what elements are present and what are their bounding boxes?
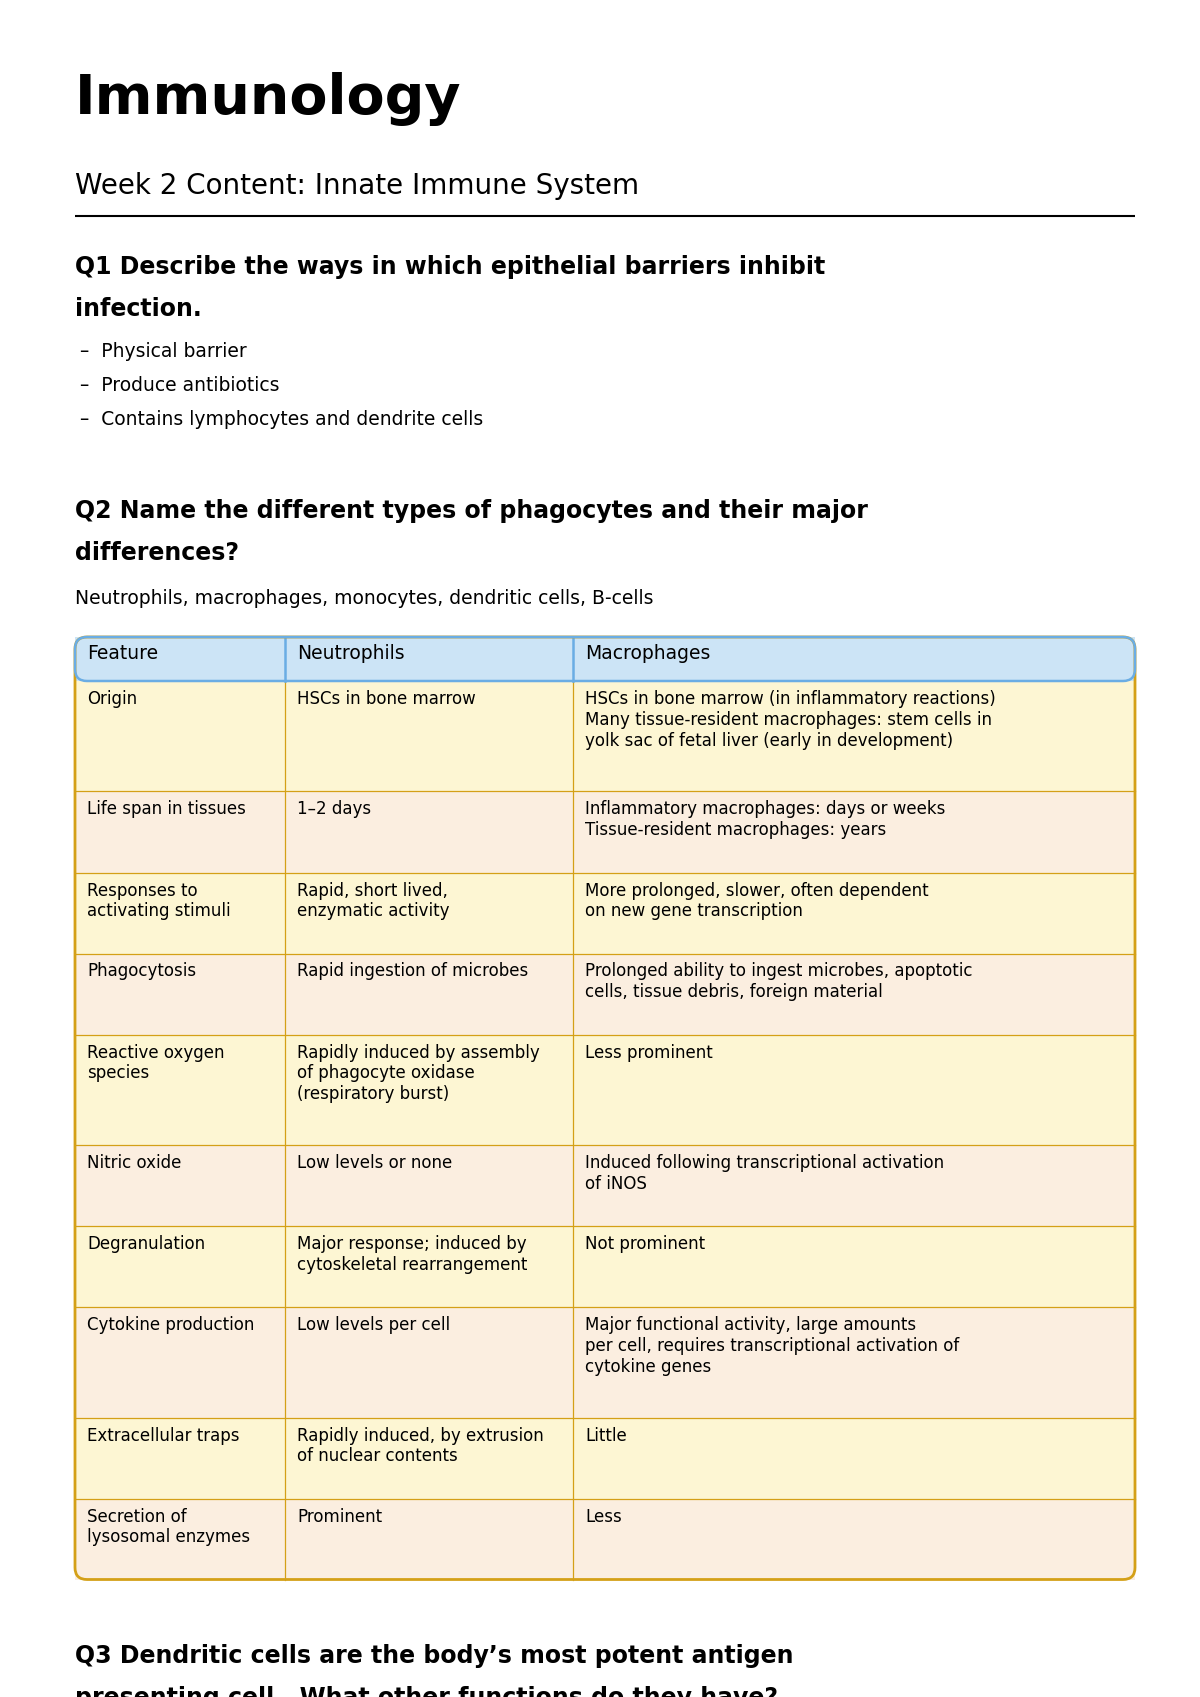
Bar <box>74 680 1135 791</box>
Bar <box>74 1498 1135 1580</box>
Text: Macrophages: Macrophages <box>586 643 710 664</box>
Text: –  Contains lymphocytes and dendrite cells: – Contains lymphocytes and dendrite cell… <box>80 411 484 429</box>
Text: More prolonged, slower, often dependent
on new gene transcription: More prolonged, slower, often dependent … <box>586 881 929 920</box>
Text: presenting cell.  What other functions do they have?: presenting cell. What other functions do… <box>74 1687 778 1697</box>
Bar <box>74 636 1135 680</box>
Text: Low levels per cell: Low levels per cell <box>296 1315 450 1334</box>
Text: Life span in tissues: Life span in tissues <box>88 801 246 818</box>
Text: HSCs in bone marrow (in inflammatory reactions)
Many tissue-resident macrophages: HSCs in bone marrow (in inflammatory rea… <box>586 691 996 750</box>
Text: Reactive oxygen
species: Reactive oxygen species <box>88 1044 224 1083</box>
Text: Responses to
activating stimuli: Responses to activating stimuli <box>88 881 230 920</box>
Bar <box>74 1035 1135 1145</box>
Text: Major response; induced by
cytoskeletal rearrangement: Major response; induced by cytoskeletal … <box>296 1235 527 1274</box>
Text: Origin: Origin <box>88 691 137 708</box>
Bar <box>74 1307 1135 1417</box>
Text: Induced following transcriptional activation
of iNOS: Induced following transcriptional activa… <box>586 1154 944 1193</box>
Text: Phagocytosis: Phagocytosis <box>88 962 196 981</box>
Text: infection.: infection. <box>74 297 202 321</box>
Text: Not prominent: Not prominent <box>586 1235 706 1252</box>
Bar <box>74 1145 1135 1225</box>
Text: 1–2 days: 1–2 days <box>296 801 371 818</box>
Text: Immunology: Immunology <box>74 71 462 126</box>
Text: Rapid, short lived,
enzymatic activity: Rapid, short lived, enzymatic activity <box>296 881 449 920</box>
Text: Neutrophils: Neutrophils <box>296 643 404 664</box>
Text: Cytokine production: Cytokine production <box>88 1315 254 1334</box>
Text: Major functional activity, large amounts
per cell, requires transcriptional acti: Major functional activity, large amounts… <box>586 1315 960 1376</box>
Text: Rapidly induced, by extrusion
of nuclear contents: Rapidly induced, by extrusion of nuclear… <box>296 1427 544 1465</box>
Text: Prolonged ability to ingest microbes, apoptotic
cells, tissue debris, foreign ma: Prolonged ability to ingest microbes, ap… <box>586 962 973 1001</box>
Bar <box>74 1417 1135 1498</box>
Text: Nitric oxide: Nitric oxide <box>88 1154 181 1173</box>
Text: Prominent: Prominent <box>296 1507 382 1526</box>
Text: Secretion of
lysosomal enzymes: Secretion of lysosomal enzymes <box>88 1507 250 1546</box>
Text: –  Produce antibiotics: – Produce antibiotics <box>80 377 280 395</box>
Bar <box>74 1225 1135 1307</box>
Text: –  Physical barrier: – Physical barrier <box>80 343 247 361</box>
Text: Extracellular traps: Extracellular traps <box>88 1427 240 1444</box>
Text: Feature: Feature <box>88 643 158 664</box>
Text: Neutrophils, macrophages, monocytes, dendritic cells, B-cells: Neutrophils, macrophages, monocytes, den… <box>74 589 654 608</box>
Text: Rapidly induced by assembly
of phagocyte oxidase
(respiratory burst): Rapidly induced by assembly of phagocyte… <box>296 1044 540 1103</box>
Text: Q1 Describe the ways in which epithelial barriers inhibit: Q1 Describe the ways in which epithelial… <box>74 255 826 278</box>
Text: Degranulation: Degranulation <box>88 1235 205 1252</box>
Bar <box>74 791 1135 872</box>
Text: Q2 Name the different types of phagocytes and their major: Q2 Name the different types of phagocyte… <box>74 499 868 523</box>
Text: HSCs in bone marrow: HSCs in bone marrow <box>296 691 475 708</box>
Bar <box>74 872 1135 954</box>
Text: differences?: differences? <box>74 541 239 565</box>
Text: Less: Less <box>586 1507 622 1526</box>
Text: Inflammatory macrophages: days or weeks
Tissue-resident macrophages: years: Inflammatory macrophages: days or weeks … <box>586 801 946 840</box>
Text: Rapid ingestion of microbes: Rapid ingestion of microbes <box>296 962 528 981</box>
Text: Little: Little <box>586 1427 626 1444</box>
Text: Low levels or none: Low levels or none <box>296 1154 452 1173</box>
Bar <box>74 954 1135 1035</box>
Text: Less prominent: Less prominent <box>586 1044 713 1062</box>
Text: Week 2 Content: Innate Immune System: Week 2 Content: Innate Immune System <box>74 171 640 200</box>
Text: Q3 Dendritic cells are the body’s most potent antigen: Q3 Dendritic cells are the body’s most p… <box>74 1644 793 1668</box>
